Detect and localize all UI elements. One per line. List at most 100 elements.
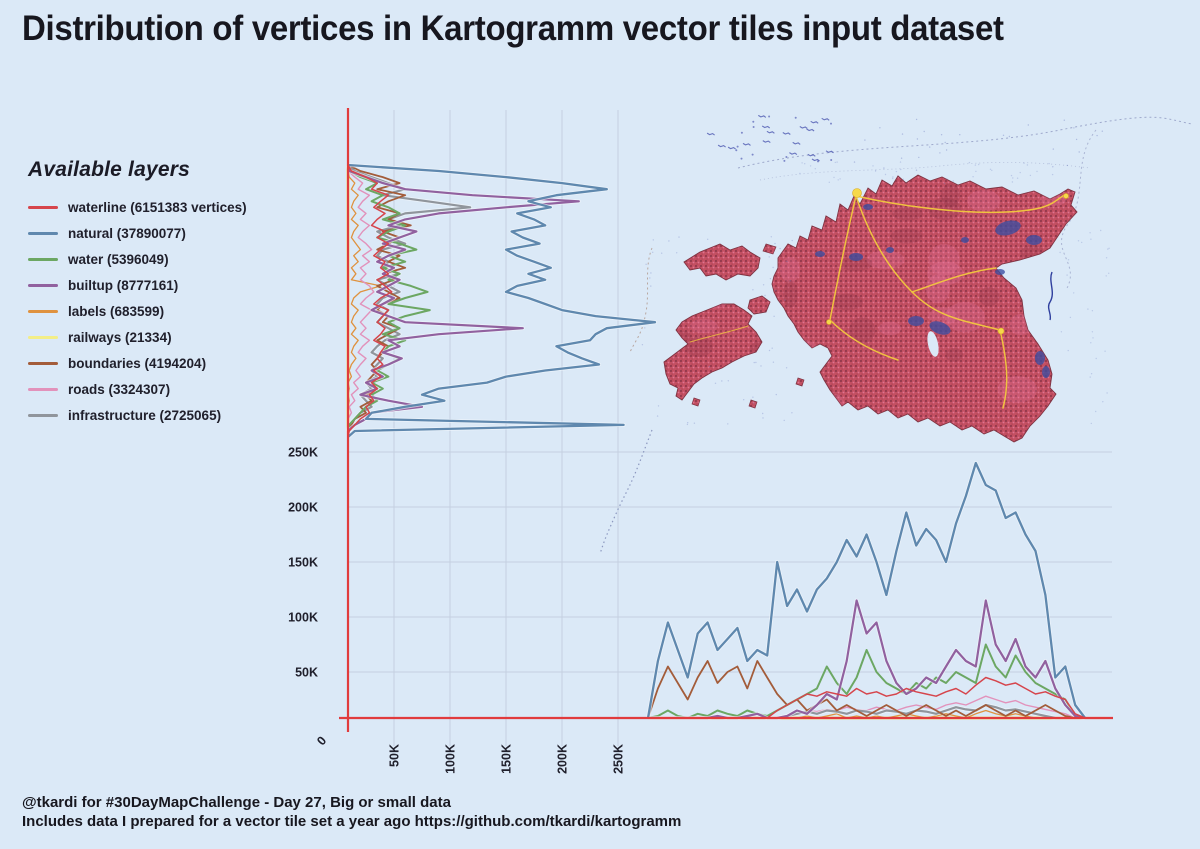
skerry-scribble <box>727 146 736 150</box>
skerry-dot <box>768 115 771 118</box>
dark-density-patch <box>1020 244 1045 262</box>
sea-dot <box>791 412 793 414</box>
sea-dot <box>944 141 946 144</box>
kihnu-island <box>795 377 805 387</box>
skerry-scribble <box>706 132 715 136</box>
left-marginal-plot <box>346 163 657 439</box>
skerry-scribble <box>799 126 808 129</box>
sea-dot <box>762 284 765 286</box>
sea-dot <box>1008 135 1011 138</box>
sea-dot <box>772 266 774 269</box>
sea-dot <box>686 423 689 426</box>
lakes <box>815 204 1050 378</box>
maritime-dashed-line-east <box>1061 129 1097 291</box>
sea-dot <box>783 419 785 422</box>
legend-item-builtup: builtup (8777161) <box>28 272 328 298</box>
pink-density-patch <box>928 243 960 276</box>
series-line-waterline <box>347 164 393 438</box>
pink-density-patch <box>997 375 1038 403</box>
sea-dot <box>661 252 663 254</box>
legend-item-label: railways (21334) <box>68 329 172 345</box>
estonia-mainland <box>771 174 1078 443</box>
sea-dot <box>1104 350 1106 352</box>
sea-dot <box>929 146 931 148</box>
sea-dot <box>952 180 954 182</box>
sea-dot <box>785 367 788 369</box>
series-casing-builtup <box>648 598 1105 720</box>
legend-swatch-line <box>28 309 58 313</box>
skerry-dot <box>785 156 788 158</box>
y-tick-label: 200K <box>288 501 318 515</box>
sea-dot <box>650 285 652 287</box>
sea-dot <box>752 289 754 291</box>
sea-dot <box>652 239 654 241</box>
lake-vortsjarv <box>927 331 939 357</box>
sea-dot <box>752 396 754 398</box>
series-line-natural <box>646 461 1105 720</box>
sea-dot <box>892 177 894 180</box>
sea-dot <box>1089 232 1091 234</box>
sea-dot <box>991 169 993 172</box>
sea-decorations <box>599 116 1193 555</box>
sea-dot <box>1092 337 1094 339</box>
sea-dot <box>762 417 764 419</box>
sea-dot <box>989 168 992 170</box>
sea-dot <box>1102 401 1104 403</box>
sea-dot <box>915 118 918 121</box>
sea-dot <box>1095 357 1097 360</box>
sea-dot <box>968 161 971 164</box>
axes <box>339 108 1113 732</box>
sea-dot <box>721 380 723 382</box>
narva-river-line <box>1047 271 1053 321</box>
skerry-scribble <box>792 141 801 145</box>
sea-dot <box>769 278 772 280</box>
sea-dot <box>1073 292 1075 294</box>
sea-dot <box>1029 174 1032 177</box>
dark-density-patch <box>832 293 863 311</box>
saaremaa-island <box>663 303 763 401</box>
skerry-dot <box>752 126 755 128</box>
dark-density-patch <box>890 228 923 244</box>
sea-dot <box>1101 130 1104 132</box>
sea-dot <box>707 238 709 240</box>
sea-dot <box>1027 124 1030 126</box>
legend-item-water: water (5396049) <box>28 246 328 272</box>
sea-dot <box>676 252 678 254</box>
sea-dot <box>853 161 856 163</box>
sea-dot <box>899 161 902 163</box>
maritime-dashed-line-southwest <box>599 429 653 555</box>
abruka-islet <box>691 397 701 407</box>
sea-dot <box>1095 410 1097 413</box>
city-markers-yellow <box>826 188 1069 335</box>
legend-item-boundaries: boundaries (4194204) <box>28 350 328 376</box>
sea-dot <box>687 422 689 424</box>
skerry-dot <box>735 149 738 152</box>
sea-dot <box>1048 162 1050 165</box>
pink-density-patch <box>878 321 902 336</box>
sea-dot <box>650 272 652 274</box>
sea-dot <box>839 178 841 180</box>
skerry-scribble <box>811 158 820 162</box>
dark-density-patch <box>928 197 962 221</box>
legend-item-infrastructure: infrastructure (2725065) <box>28 402 328 428</box>
skerry-dot <box>740 157 743 160</box>
sea-dot <box>902 178 905 180</box>
skerry-scribble <box>821 117 830 121</box>
series-line-boundaries <box>647 660 1105 719</box>
sea-dot <box>892 176 894 178</box>
legend-swatch-line <box>28 283 58 287</box>
muhu-island <box>747 295 771 315</box>
pink-density-patch <box>928 307 957 326</box>
sea-dot <box>753 361 755 364</box>
sea-dot <box>801 162 803 164</box>
sea-dot <box>752 271 754 273</box>
sea-dot <box>743 399 745 401</box>
legend-list: waterline (6151383 vertices) natural (378… <box>28 194 328 428</box>
sea-dot <box>1077 240 1080 242</box>
skerry-dot <box>783 159 786 162</box>
legend-swatch-line <box>28 335 58 339</box>
ruhnu-islet <box>748 399 758 409</box>
sea-dot <box>872 165 874 167</box>
sea-dot <box>836 161 838 163</box>
series-line-builtup <box>346 164 580 437</box>
